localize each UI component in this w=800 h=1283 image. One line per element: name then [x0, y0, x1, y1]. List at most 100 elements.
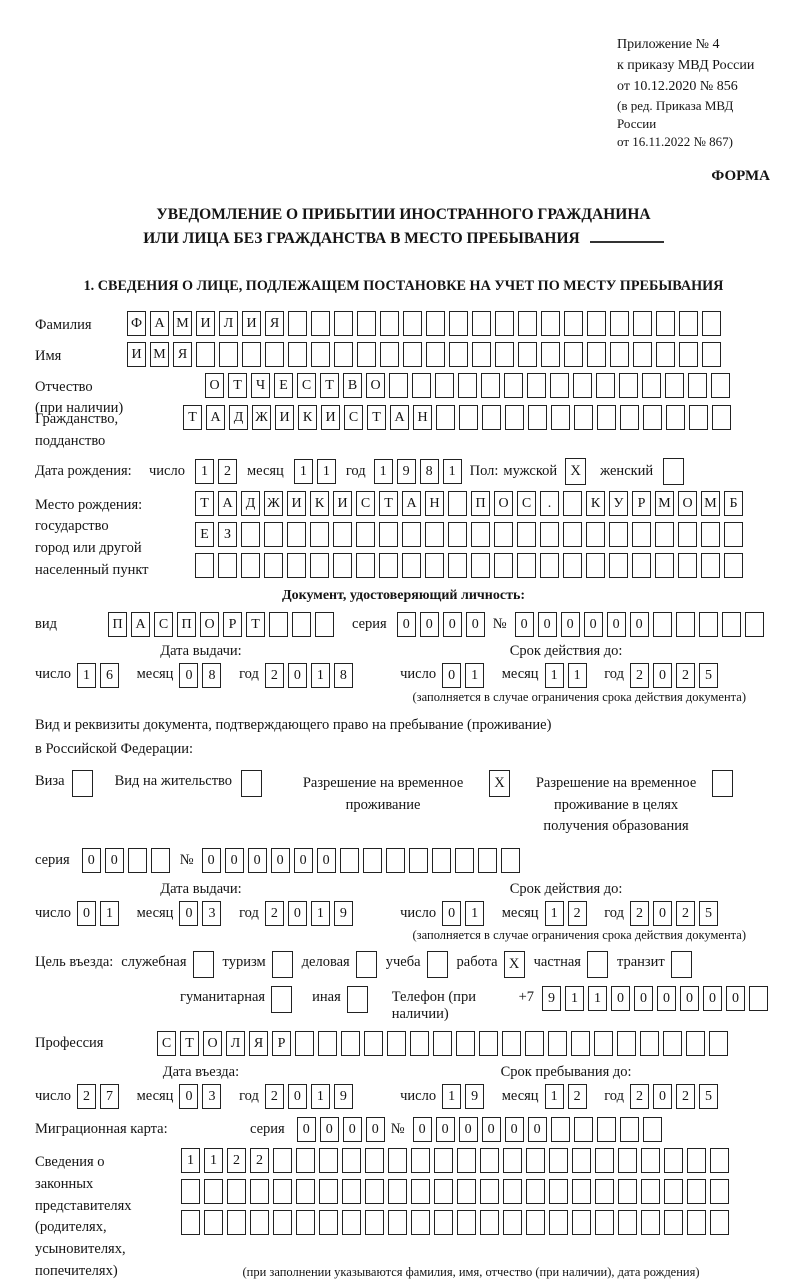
header-line: от 16.11.2022 № 867) [617, 134, 734, 150]
identity-dates-row: Дата выдачи: число 1 6 месяц 0 8 год 2 0 1 8 Сро… [35, 643, 772, 688]
purpose-business: деловая [302, 951, 377, 979]
title-blank-underline [589, 228, 664, 244]
checkbox-purpose-business[interactable] [355, 951, 377, 979]
sex-label: Пол: [469, 462, 499, 479]
stay-doc-options: Виза Вид на жительство Разрешение на вре… [35, 769, 772, 838]
month-label: месяц [136, 1088, 174, 1105]
stay-issue-group: Дата выдачи: число 0 1 месяц 0 3 год 2 0 1 9 [35, 881, 367, 927]
checkbox-purpose-private[interactable] [586, 951, 608, 979]
birth-month-label: месяц [246, 462, 284, 479]
identity-valid-group: Срок действия до: число 0 1 месяц 1 1 год 2 0 2… [400, 643, 732, 688]
entry-purpose-row2: гуманитарная иная Телефон (при наличии) … [180, 986, 772, 1023]
patronymic-label: Отчество (при наличии) [35, 378, 124, 417]
checkbox-residence-permit[interactable] [241, 769, 263, 797]
checkbox-purpose-work[interactable]: X [503, 951, 525, 979]
header-line: к приказу МВД России [617, 58, 755, 73]
checkbox-purpose-tourism[interactable] [271, 951, 293, 979]
month-label: месяц [501, 666, 539, 683]
phone-label: Телефон (при наличии) [391, 989, 476, 1023]
checkbox-purpose-humanitarian[interactable] [271, 986, 293, 1014]
checkbox-sex-female[interactable] [663, 457, 685, 485]
stay-dates-row: Дата выдачи: число 0 1 месяц 0 3 год 2 0 1 9 Сро… [35, 881, 772, 927]
birth-date-label: Дата рождения: [35, 462, 132, 479]
birth-place-cells-row3[interactable] [195, 552, 747, 578]
identity-valid-note: (заполняется в случае ограничения срока … [412, 689, 746, 704]
year-label: год [604, 905, 624, 922]
checkbox-purpose-study[interactable] [426, 951, 448, 979]
checkbox-sex-male[interactable]: X [565, 457, 587, 485]
entry-dates-row: Дата въезда: число 2 7 месяц 0 3 год 2 0 1 9 Сро… [35, 1064, 772, 1110]
stay-until-group: Срок пребывания до: число 1 9 месяц 1 2 год 2… [400, 1064, 732, 1110]
checkbox-purpose-official[interactable] [192, 951, 214, 979]
migration-number-label: № [390, 1121, 405, 1138]
purpose-transit: транзит [617, 951, 692, 979]
stay-valid-group: Срок действия до: число 0 1 месяц 1 2 год 2 0 2… [400, 881, 732, 927]
month-label: месяц [136, 666, 174, 683]
checkbox-visa[interactable] [71, 769, 93, 797]
stay-doc-intro: Вид и реквизиты документа, подтверждающе… [35, 716, 552, 758]
checkbox-purpose-transit[interactable] [670, 951, 692, 979]
checkbox-temporary-residence[interactable]: X [489, 769, 511, 797]
header-line: (в ред. Приказа МВД России [617, 98, 734, 132]
migration-card-label: Миграционная карта: [35, 1121, 168, 1138]
day-label: число [400, 1088, 437, 1105]
representatives-cells-row2[interactable] [181, 1179, 733, 1205]
checkbox-purpose-other[interactable] [346, 986, 368, 1014]
option-temporary-residence-education: Разрешение на временное проживание в цел… [528, 769, 734, 838]
citizenship-label: Гражданство, подданство [35, 411, 119, 449]
representatives-cells-row3[interactable] [181, 1210, 733, 1236]
birth-year-label: год [345, 462, 366, 479]
header-requisites: Приложение № 4 к приказу МВД России от 1… [617, 34, 772, 152]
day-label: число [35, 1088, 71, 1105]
purpose-label: Цель въезда: [35, 954, 114, 971]
given-name-label: Имя [35, 347, 62, 364]
checkbox-temporary-residence-education[interactable] [712, 769, 734, 797]
birth-place-label: Место рождения: государство город или др… [35, 496, 149, 578]
option-visa: Виза [35, 769, 93, 797]
sex-female-label: женский [600, 462, 654, 479]
